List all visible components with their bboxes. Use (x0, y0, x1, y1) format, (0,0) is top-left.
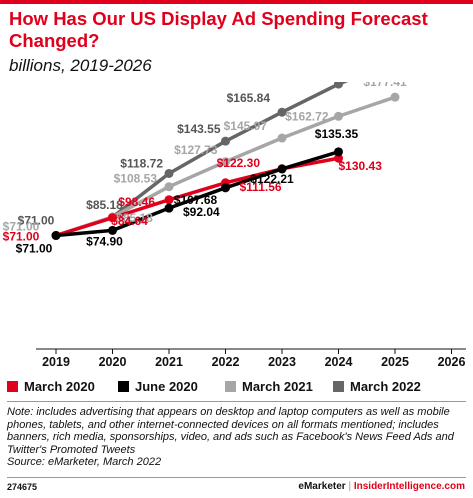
chart-subtitle: billions, 2019-2026 (9, 56, 152, 75)
divider-top (7, 401, 466, 402)
legend-swatch (7, 381, 18, 392)
data-label: $74.90 (86, 234, 123, 248)
footer-brand: eMarketer | InsiderIntelligence.com (298, 481, 465, 492)
data-label: $127.73 (174, 143, 218, 157)
x-tick-label: 2022 (212, 355, 240, 369)
data-point (277, 107, 287, 117)
data-point (51, 231, 61, 240)
data-label: $135.35 (315, 127, 359, 141)
data-label: $145.97 (224, 119, 268, 133)
chart-legend: March 2020 June 2020 March 2021 March 2022 (7, 379, 473, 397)
data-label: $71.00 (18, 214, 55, 228)
legend-label: March 2020 (24, 379, 95, 394)
legend-item: March 2022 (333, 379, 421, 394)
legend-label: June 2020 (135, 379, 198, 394)
source-text: Source: eMarketer, March 2022 (7, 456, 162, 469)
legend-label: March 2022 (350, 379, 421, 394)
data-point (164, 168, 174, 178)
data-label: $122.30 (217, 156, 261, 170)
series-line (55, 82, 349, 238)
data-label: $162.72 (285, 109, 329, 123)
chart-note: Note: includes advertising that appears … (7, 406, 469, 469)
x-tick-label: 2019 (42, 355, 70, 369)
data-label: $98.46 (118, 195, 155, 209)
data-label: $92.04 (183, 205, 220, 219)
data-point (108, 225, 117, 235)
data-point (277, 133, 287, 143)
x-tick-label: 2023 (268, 355, 296, 369)
x-tick-label: 2024 (325, 355, 353, 369)
legend-label: March 2021 (242, 379, 313, 394)
chart-title: How Has Our US Display Ad Spending Forec… (9, 8, 428, 51)
data-point (221, 157, 230, 167)
legend-item: March 2021 (225, 379, 313, 394)
data-label: $85.18 (116, 211, 153, 225)
legend-item: March 2020 (7, 379, 95, 394)
data-point (164, 195, 174, 205)
data-point (334, 147, 343, 157)
x-tick-label: 2025 (381, 355, 409, 369)
data-point (221, 136, 230, 146)
x-tick-label: 2026 (438, 355, 466, 369)
legend-swatch (333, 381, 344, 392)
chart-id: 274675 (7, 482, 38, 492)
brand-insider-intelligence: InsiderIntelligence.com (353, 481, 465, 492)
legend-swatch (118, 381, 129, 392)
data-point (277, 164, 287, 174)
x-tick-label: 2020 (99, 355, 127, 369)
data-point (164, 203, 174, 213)
data-point (334, 153, 343, 163)
data-label: $111.56 (240, 180, 282, 194)
data-label: $165.84 (227, 91, 271, 105)
data-label: $118.72 (120, 156, 163, 170)
data-label: $85.18 (86, 198, 123, 212)
data-point (334, 111, 343, 121)
note-text: Note: includes advertising that appears … (7, 406, 454, 456)
data-label: $84.64 (111, 214, 148, 228)
line-chart: 2019 2020 2021 2022 2023 2024 2025 2026 $71.00 $8… (3, 82, 466, 369)
data-label: $177.41 (363, 82, 407, 89)
top-accent-bar (0, 0, 473, 4)
brand-emarketer: eMarketer (298, 481, 346, 492)
data-label: $71.00 (3, 220, 40, 234)
divider-bottom (7, 477, 466, 478)
data-point (334, 82, 343, 89)
data-label: $143.55 (177, 122, 221, 136)
data-label: $130.43 (339, 159, 383, 173)
data-label: $71.00 (3, 230, 40, 244)
data-point (221, 183, 230, 193)
data-label: $71.00 (16, 242, 53, 256)
data-label: $108.53 (114, 172, 158, 186)
x-tick-label: 2021 (155, 355, 183, 369)
data-label: $122.21 (250, 172, 294, 186)
brand-separator: | (348, 481, 352, 492)
data-point (108, 213, 117, 223)
data-point (390, 92, 400, 102)
data-point (164, 182, 174, 192)
legend-swatch (225, 381, 236, 392)
legend-item: June 2020 (118, 379, 198, 394)
data-label: $107.68 (174, 193, 218, 207)
series-line (55, 150, 340, 238)
